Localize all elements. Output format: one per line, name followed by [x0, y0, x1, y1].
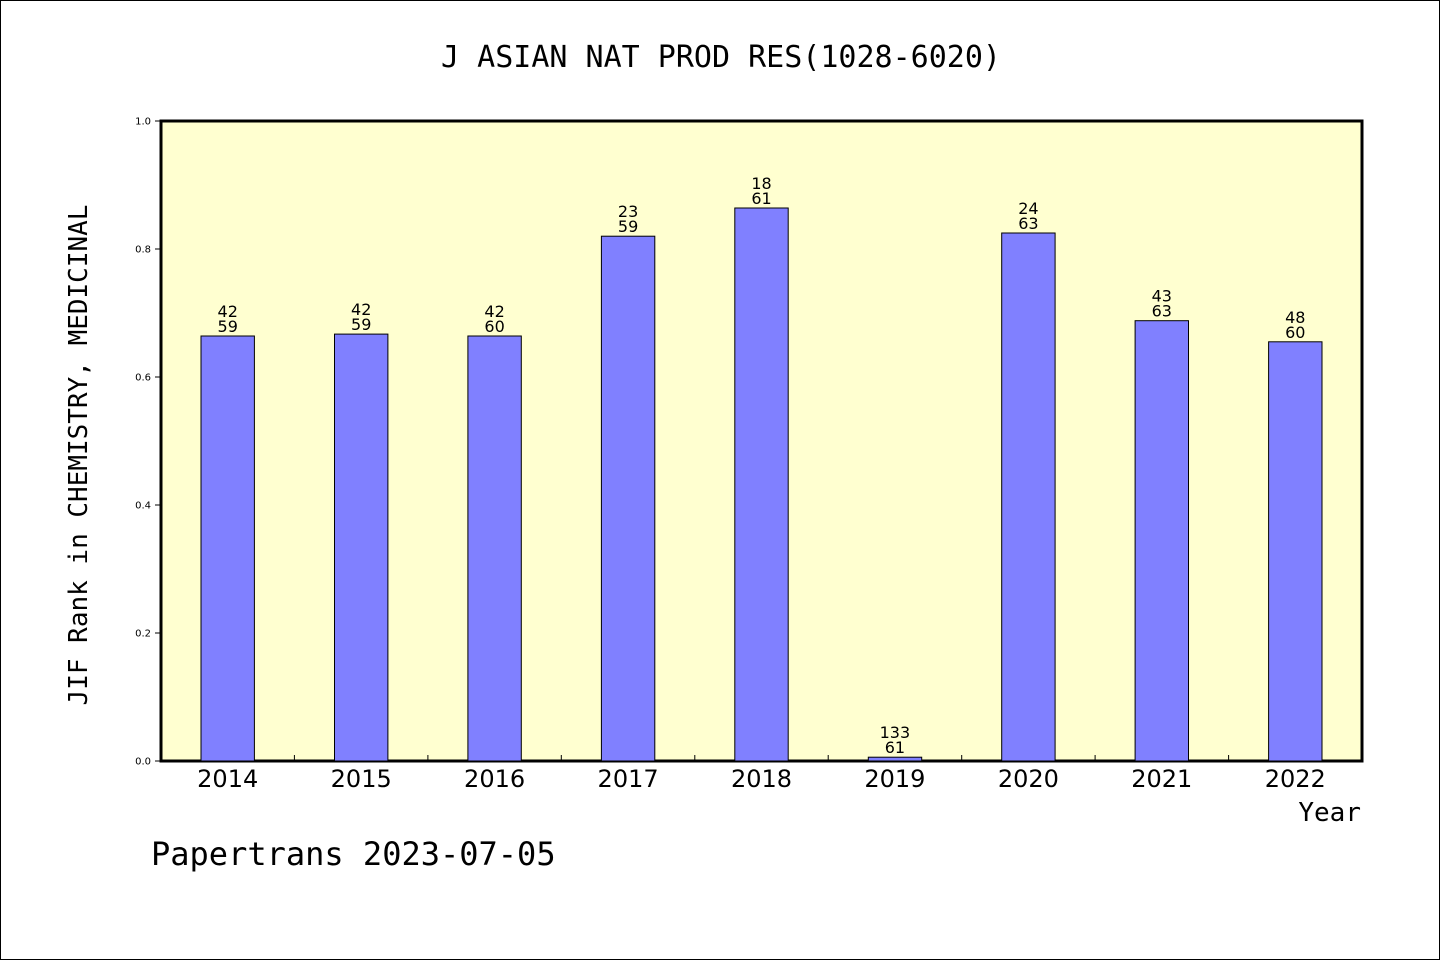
y-tick-label: 0.4 [135, 501, 151, 512]
bar-label-bottom-2015: 59 [351, 315, 371, 334]
bar-label-top-2022: 48 [1285, 308, 1305, 327]
y-tick-label: 1.0 [135, 117, 151, 128]
x-axis-label: Year [1298, 798, 1361, 828]
footer-credit: Papertrans 2023-07-05 [151, 835, 556, 873]
chart-title: J ASIAN NAT PROD RES(1028-6020) [441, 40, 1001, 75]
bar-label-bottom-2019: 61 [885, 738, 905, 757]
x-tick-label-2016: 2016 [464, 765, 525, 793]
bar-label-bottom-2017: 59 [618, 217, 638, 236]
bar-label-bottom-2014: 59 [218, 317, 238, 336]
bar-label-bottom-2022: 60 [1285, 323, 1305, 342]
bar-label-top-2020: 24 [1018, 199, 1038, 218]
x-tick-label-2017: 2017 [598, 765, 659, 793]
bar-label-bottom-2018: 61 [751, 189, 771, 208]
bar-label-top-2014: 42 [218, 302, 238, 321]
bar-2021 [1134, 320, 1189, 762]
bar-label-top-2019: 133 [880, 723, 911, 742]
bar-2019 [867, 756, 923, 762]
bar-label-top-2018: 18 [751, 174, 771, 193]
bar-label-top-2017: 23 [618, 202, 638, 221]
x-tick-label-2021: 2021 [1131, 765, 1192, 793]
bar-2014 [200, 335, 255, 762]
bar-2020 [1001, 232, 1056, 762]
x-tick-label-2020: 2020 [998, 765, 1059, 793]
bar-label-top-2015: 42 [351, 300, 371, 319]
bars-group [200, 207, 1323, 762]
bar-label-top-2016: 42 [484, 302, 504, 321]
bar-2018 [734, 207, 789, 762]
bar-2022 [1268, 341, 1323, 762]
bar-label-top-2021: 43 [1152, 287, 1172, 306]
y-axis-label: JIF Rank in CHEMISTRY, MEDICINAL [64, 205, 94, 706]
y-axis: 0.0 0.2 0.4 0.6 0.8 1.0 [135, 117, 161, 768]
bar-label-bottom-2016: 60 [484, 317, 504, 336]
y-tick-label: 0.8 [135, 245, 151, 256]
bar-2016 [467, 335, 522, 762]
x-tick-label-2014: 2014 [197, 765, 258, 793]
bar-2017 [600, 235, 656, 762]
x-tick-label-2015: 2015 [331, 765, 392, 793]
bar-2015 [334, 333, 389, 762]
x-tick-label-2019: 2019 [864, 765, 925, 793]
x-tick-label-2022: 2022 [1265, 765, 1326, 793]
x-axis: 2014 2015 2016 2017 2018 2019 2020 2021 2022 [197, 755, 1326, 793]
y-tick-label: 0.0 [135, 757, 151, 768]
bar-label-bottom-2020: 63 [1018, 214, 1038, 233]
x-tick-label-2018: 2018 [731, 765, 792, 793]
y-tick-label: 0.6 [135, 373, 151, 384]
y-tick-label: 0.2 [135, 629, 151, 640]
bar-label-bottom-2021: 63 [1152, 302, 1172, 321]
